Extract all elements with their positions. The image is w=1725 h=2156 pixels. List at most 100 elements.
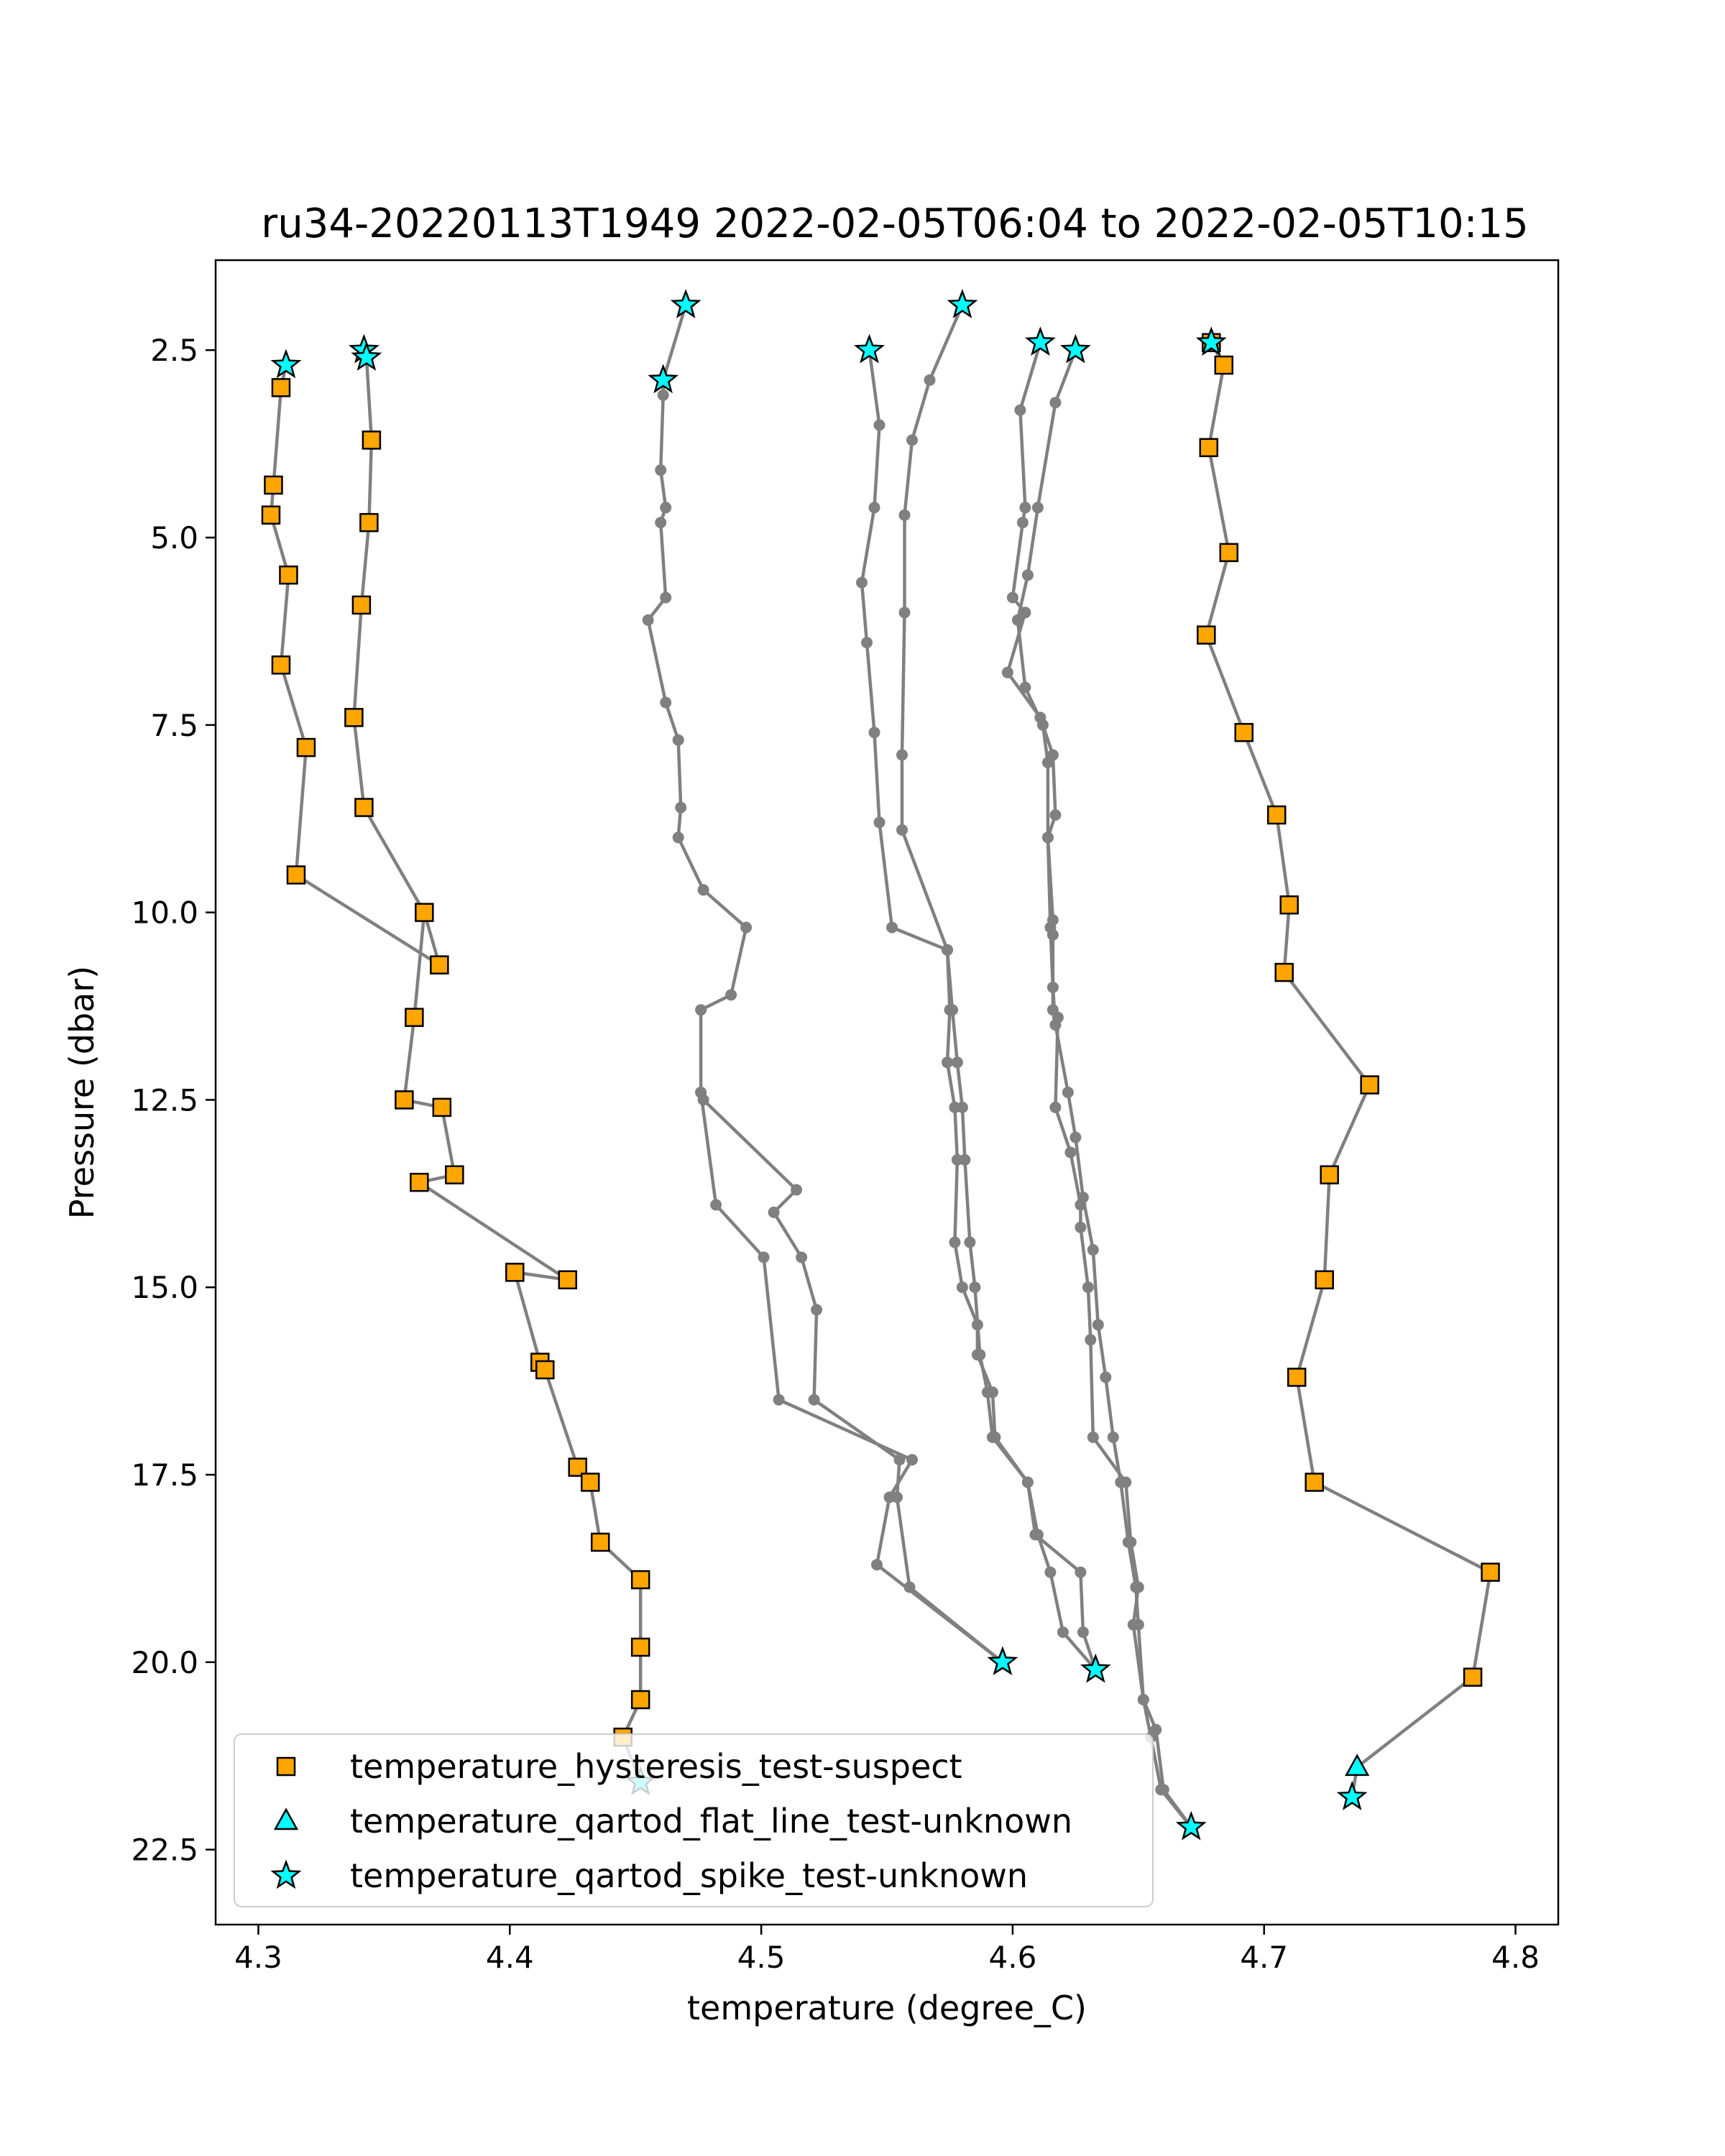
square-marker [1305,1473,1324,1492]
y-ticks: 2.5 5.0 7.5 10.0 12.5 15.0 17.5 20.0 22.5 [131,333,216,1868]
profile-point [969,1281,981,1294]
profile-point [675,801,687,814]
profile-point [956,1281,968,1294]
profile-point [1122,1536,1134,1548]
y-tick-label: 20.0 [131,1645,198,1680]
star-marker [351,341,382,371]
square-marker [1279,895,1299,915]
square-marker [286,865,306,885]
square-marker [261,505,281,525]
profile-point [868,727,880,739]
profile-point [947,1004,958,1016]
profile-3 [642,299,1008,1668]
x-tick-label: 4.3 [234,1940,282,1975]
profile-point [964,1236,976,1248]
profile-point [1016,517,1029,529]
profile-point [942,944,953,956]
profile-point [1064,1146,1077,1158]
profile-point [1019,607,1031,619]
profile-point [1021,1476,1034,1488]
star-marker [987,1646,1018,1676]
profile-point [924,374,936,386]
profile-point [725,989,737,1001]
profile-point [657,389,669,401]
legend-triangle-marker [273,1807,299,1830]
star-marker [270,349,302,379]
profile-point [1046,981,1059,993]
series-star-markers [270,289,1368,1841]
profile-point [1062,1087,1074,1098]
profile-point [942,1056,953,1069]
square-marker [580,1473,600,1492]
square-marker [1463,1667,1483,1687]
profile-point [1006,591,1018,604]
star-marker [947,289,978,318]
profile-point [740,921,753,934]
profile-8 [1011,344,1197,1833]
square-marker [271,378,291,397]
profile-point [1070,1131,1082,1143]
profile-point [986,1431,998,1443]
y-tick-label: 2.5 [150,333,198,368]
profile-point [660,696,672,709]
profile-point [773,1393,785,1406]
star-marker [1336,1781,1368,1810]
profile-point [1092,1319,1104,1331]
square-marker [271,655,291,675]
square-marker [1274,962,1294,982]
square-marker [279,565,298,585]
star-marker [1175,1810,1207,1841]
profile-point [898,607,911,619]
profile-point [906,1454,918,1466]
profile-point [710,1199,722,1211]
y-tick-label: 17.5 [131,1457,198,1493]
star-marker [1024,326,1056,356]
square-marker [630,1637,650,1657]
profile-point [1087,1244,1099,1256]
profile-point [811,1304,823,1316]
profile-point [758,1251,770,1263]
x-tick-label: 4.7 [1240,1940,1288,1975]
profile-point [1049,397,1062,409]
chart-title: ru34-20220113T1949 2022-02-05T06:04 to 2… [261,201,1528,247]
profile-point [1049,1019,1062,1031]
profile-point [1019,502,1031,514]
profile-point [1155,1784,1167,1796]
square-marker [445,1165,464,1185]
profile-point [768,1206,780,1218]
star-marker [1059,333,1091,364]
square-marker [558,1270,577,1290]
plot-frame [214,259,1560,1926]
legend-square-marker [276,1756,296,1777]
profile-point [796,1251,808,1263]
square-marker [590,1532,610,1552]
square-marker [630,1570,650,1590]
square-marker [410,1172,429,1192]
profile-point [883,1491,896,1503]
profile-point [974,1349,986,1361]
profile-point [695,1004,707,1016]
square-marker [430,955,449,975]
legend-label: temperature_qartod_flat_line_test-unknow… [350,1802,1072,1841]
profile-point [695,1087,707,1098]
profile-point [871,1559,883,1571]
profile-point [873,816,886,829]
series-layer [261,289,1500,1841]
square-marker [354,798,374,817]
profile-point [1001,666,1013,678]
profile-point [861,637,873,649]
triangle-marker [1345,1754,1370,1777]
square-marker [395,1090,414,1110]
profile-point [808,1393,820,1406]
profile-point [697,884,709,896]
profile-point [1049,809,1062,821]
profile-point [898,509,911,521]
square-marker [415,903,434,922]
y-tick-label: 5.0 [150,520,198,556]
square-marker [344,708,364,727]
square-marker [264,475,283,495]
profile-point [660,502,672,514]
profile-point [981,1386,993,1399]
profile-point [1077,1192,1089,1204]
profile-point [868,502,880,514]
